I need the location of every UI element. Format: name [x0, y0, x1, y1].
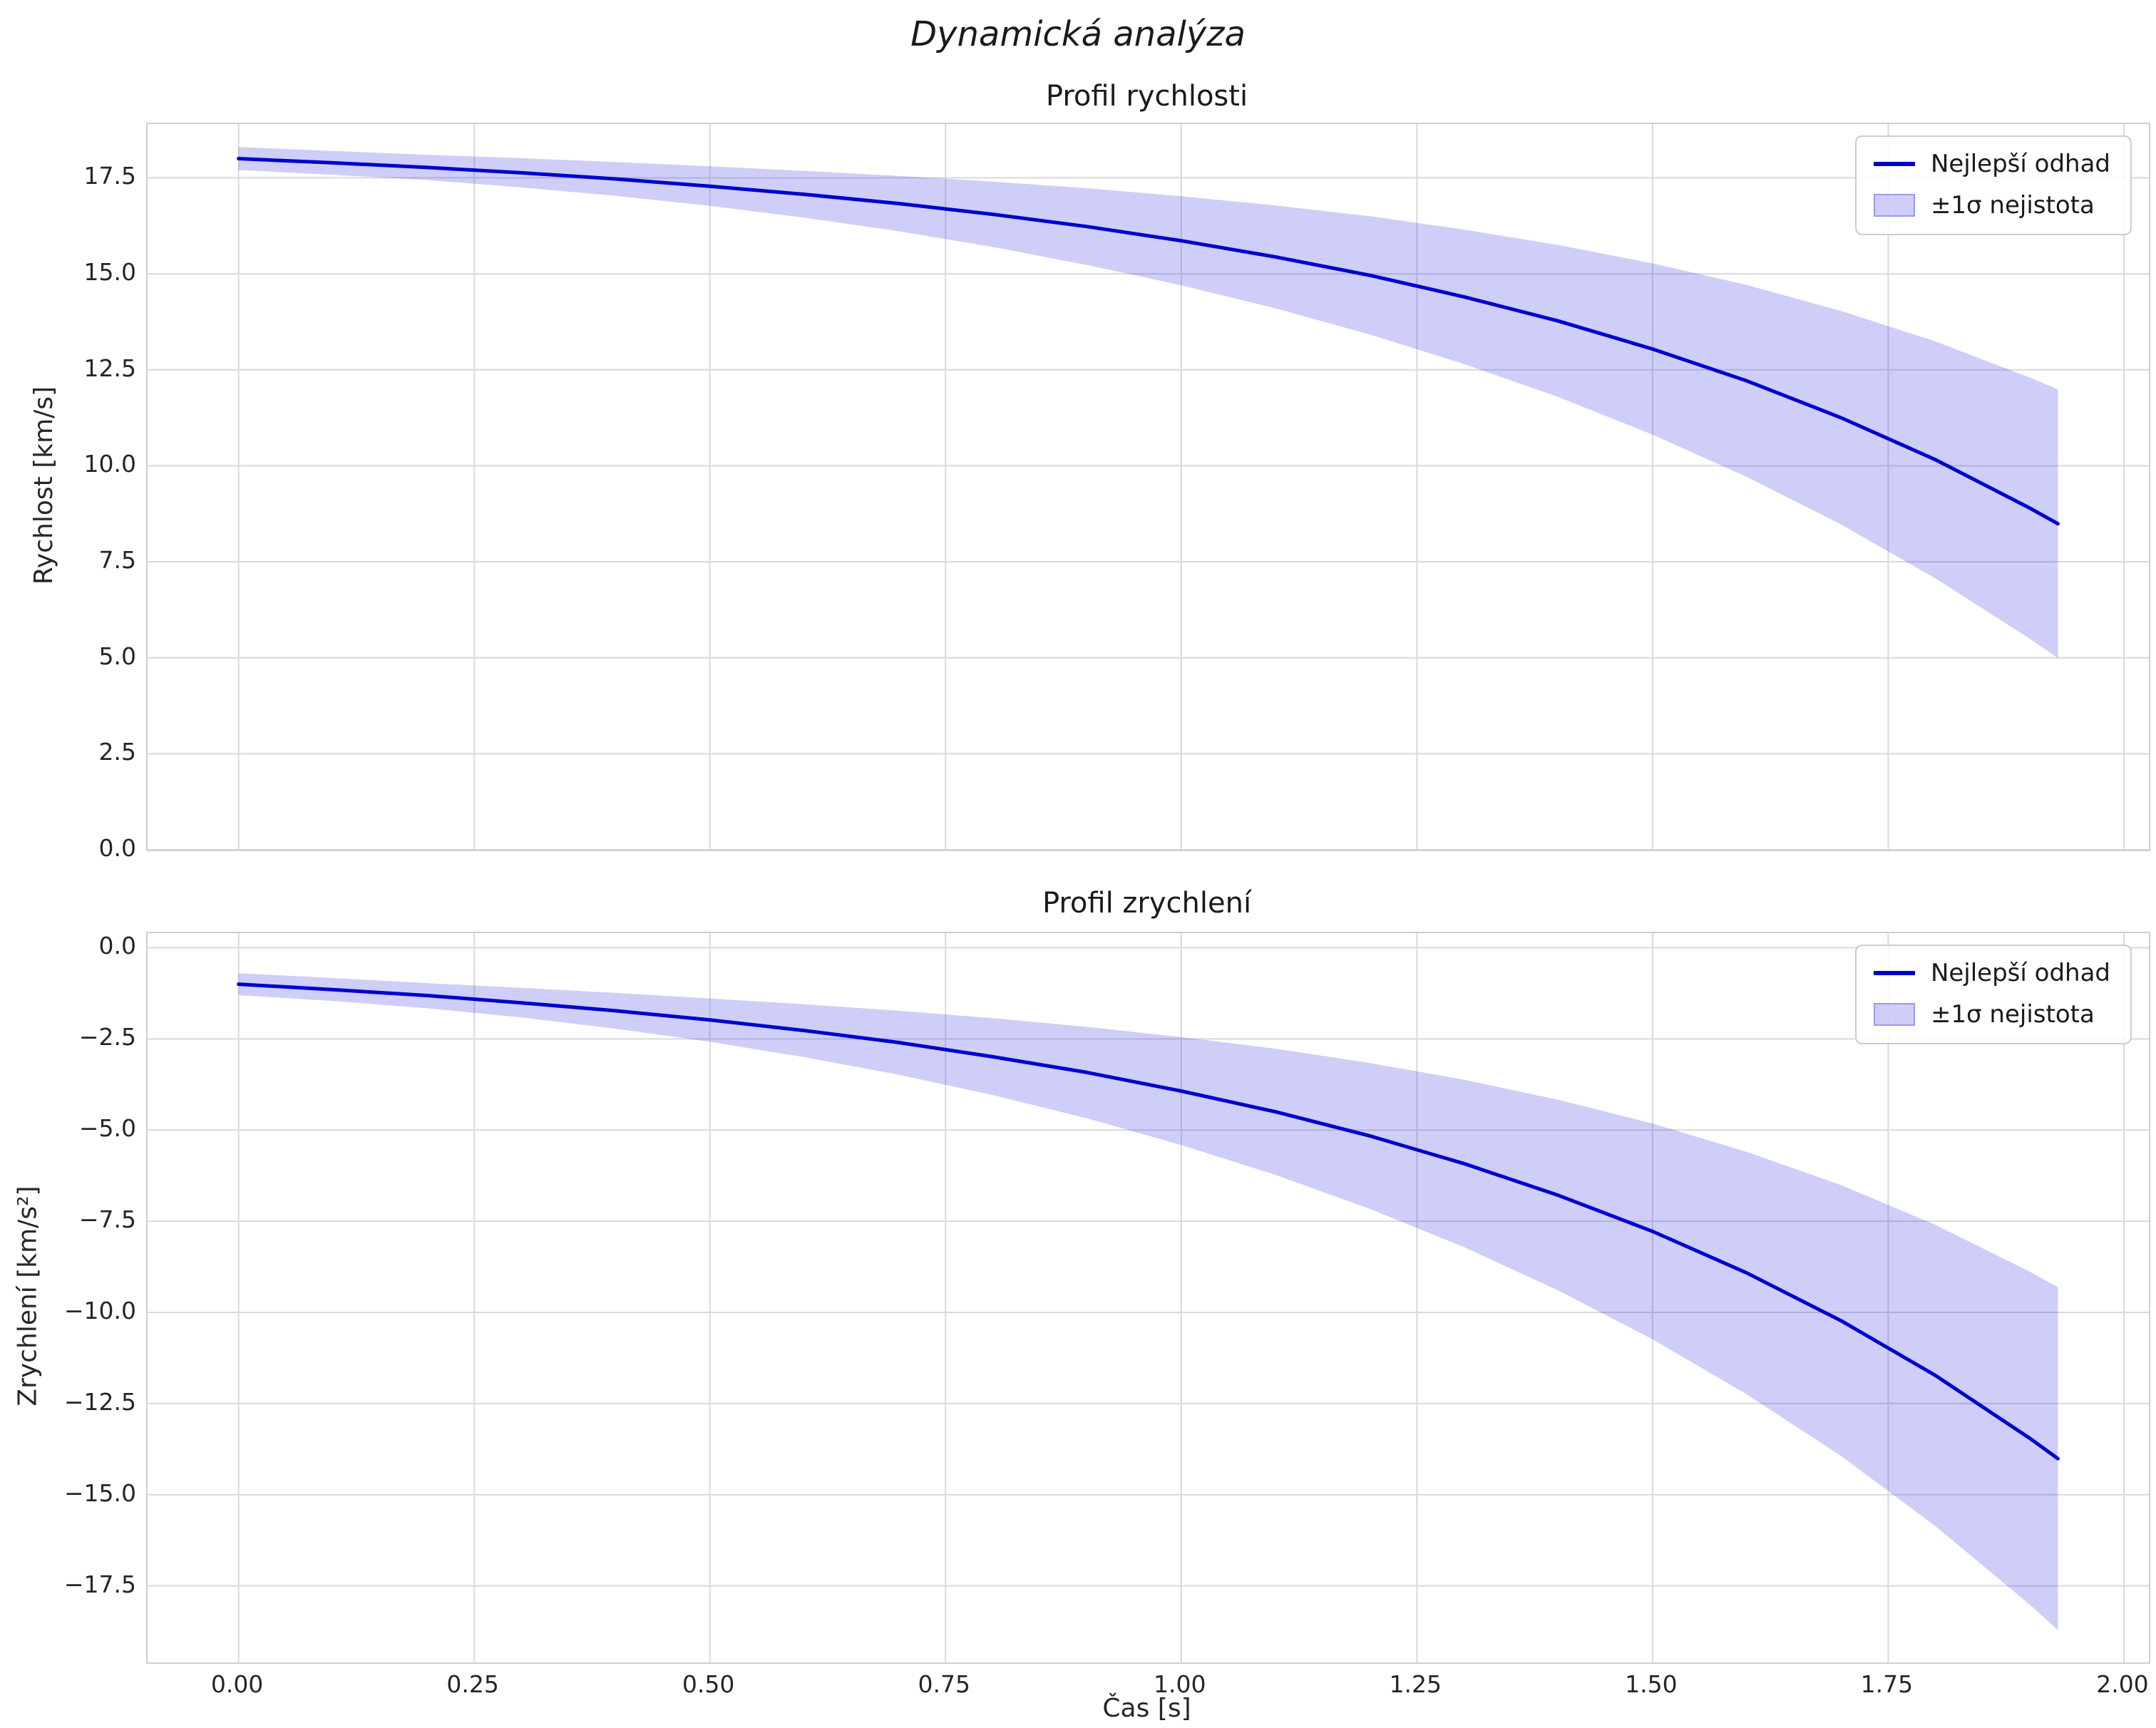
estimate-line [237, 157, 2060, 526]
x-tick-label: 0.75 [918, 1670, 970, 1698]
y-tick-label: −5.0 [78, 1114, 136, 1143]
x-tick-label: 0.50 [682, 1670, 735, 1698]
x-tick-label: 1.75 [1860, 1670, 1914, 1698]
subplot-title-acceleration: Profil zrychlení [1042, 887, 1252, 920]
line-swatch [1873, 971, 1915, 975]
x-axis-label: Čas [s] [1102, 1694, 1191, 1723]
legend-velocity: Nejlepší odhad ±1σ nejistota [1854, 135, 2132, 235]
legend-label-uncertainty: ±1σ nejistota [1930, 191, 2095, 220]
legend-label-estimate: Nejlepší odhad [1930, 150, 2110, 178]
y-tick-label: 12.5 [83, 354, 136, 382]
legend-item-uncertainty: ±1σ nejistota [1873, 191, 2110, 220]
subplot-title-velocity: Profil rychlosti [1045, 80, 1248, 113]
legend-item-estimate: Nejlepší odhad [1873, 150, 2110, 178]
legend-label-estimate: Nejlepší odhad [1930, 959, 2110, 987]
legend-item-estimate: Nejlepší odhad [1873, 959, 2110, 987]
acceleration-chart [146, 932, 2150, 1664]
x-tick-label: 1.25 [1389, 1670, 1442, 1698]
uncertainty-band [238, 147, 2058, 659]
velocity-chart [146, 123, 2150, 851]
y-axis-label-acceleration: Zrychlení [km/s²] [13, 1186, 43, 1406]
legend-item-uncertainty: ±1σ nejistota [1873, 1000, 2110, 1029]
y-tick-label: 5.0 [98, 642, 136, 670]
y-tick-label: −2.5 [78, 1023, 136, 1051]
x-tick-label: 1.50 [1625, 1670, 1678, 1698]
x-tick-label: 1.00 [1154, 1670, 1206, 1698]
y-tick-label: 15.0 [83, 258, 136, 287]
x-tick-label: 0.00 [210, 1670, 264, 1698]
y-tick-label: 0.0 [98, 834, 136, 862]
y-tick-label: −15.0 [63, 1478, 136, 1507]
uncertainty-band [238, 973, 2058, 1630]
y-tick-label: 2.5 [98, 738, 136, 766]
figure-title: Dynamická analýza [910, 14, 1246, 54]
x-tick-label: 0.25 [446, 1670, 499, 1698]
y-tick-label: −17.5 [63, 1570, 136, 1598]
y-tick-label: 7.5 [98, 546, 136, 575]
y-tick-label: −12.5 [63, 1387, 136, 1416]
estimate-line [237, 982, 2060, 1461]
y-tick-label: 0.0 [98, 932, 136, 960]
x-tick-label: 2.00 [2096, 1670, 2149, 1698]
band-swatch [1873, 194, 1915, 217]
y-tick-label: 17.5 [83, 162, 136, 190]
legend-label-uncertainty: ±1σ nejistota [1930, 1000, 2095, 1029]
y-tick-label: −7.5 [78, 1205, 136, 1234]
y-tick-label: −10.0 [63, 1296, 136, 1325]
y-tick-label: 10.0 [83, 450, 136, 478]
legend-acceleration: Nejlepší odhad ±1σ nejistota [1854, 945, 2132, 1044]
band-swatch [1873, 1003, 1915, 1026]
line-swatch [1873, 162, 1915, 166]
